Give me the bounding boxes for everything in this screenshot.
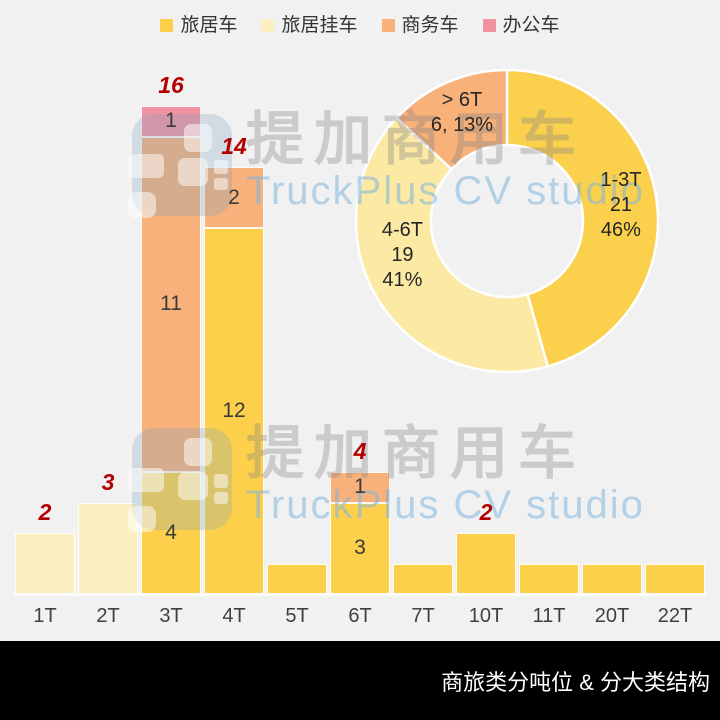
legend-label: 办公车 — [502, 15, 560, 36]
bar-segment-6T-商务车 — [330, 472, 390, 503]
legend-item-3: 办公车 — [482, 15, 560, 36]
legend-swatch-icon — [381, 19, 395, 32]
donut-chart — [354, 68, 660, 374]
chart-title: 商旅类分吨位 & 分大类结构 — [441, 669, 710, 695]
bar-segment-4T-旅居车 — [204, 228, 264, 594]
legend-swatch-icon — [261, 19, 275, 32]
bar-segment-3T-办公车 — [141, 106, 201, 137]
bar-segment-3T-旅居车 — [141, 472, 201, 594]
legend-swatch-icon — [482, 19, 496, 32]
legend-item-0: 旅居车 — [160, 16, 237, 35]
legend-label: 旅居车 — [180, 15, 238, 36]
legend-item-1: 旅居挂车 — [261, 15, 358, 36]
bar-segment-5T-旅居车 — [267, 563, 327, 594]
legend-label: 旅居挂车 — [281, 15, 358, 36]
bar-segment-6T-旅居车 — [330, 502, 390, 594]
bar-segment-20T-旅居车 — [582, 563, 642, 594]
footer-bar: 商旅类分吨位 & 分大类结构 — [0, 641, 720, 720]
bar-segment-11T-旅居车 — [519, 563, 579, 594]
bar-segment-1T-旅居挂车 — [15, 533, 75, 594]
bar-segment-22T-旅居车 — [645, 563, 705, 594]
bar-segment-7T-旅居车 — [393, 563, 453, 594]
donut-slice-1-3T — [505, 68, 660, 368]
bar-segment-4T-商务车 — [204, 167, 264, 228]
legend-swatch-icon — [160, 19, 174, 32]
legend-label: 商务车 — [401, 15, 459, 36]
legend-item-2: 商务车 — [381, 15, 459, 36]
chart-legend: 旅居车 旅居挂车 商务车 办公车 — [0, 16, 720, 35]
bar-segment-10T-旅居车 — [456, 533, 516, 594]
donut-slice-4-6T — [354, 116, 549, 374]
bar-segment-3T-商务车 — [141, 136, 201, 472]
donut-slice->6T — [395, 68, 509, 171]
x-axis-baseline — [13, 593, 707, 596]
bar-segment-2T-旅居挂车 — [78, 502, 138, 594]
